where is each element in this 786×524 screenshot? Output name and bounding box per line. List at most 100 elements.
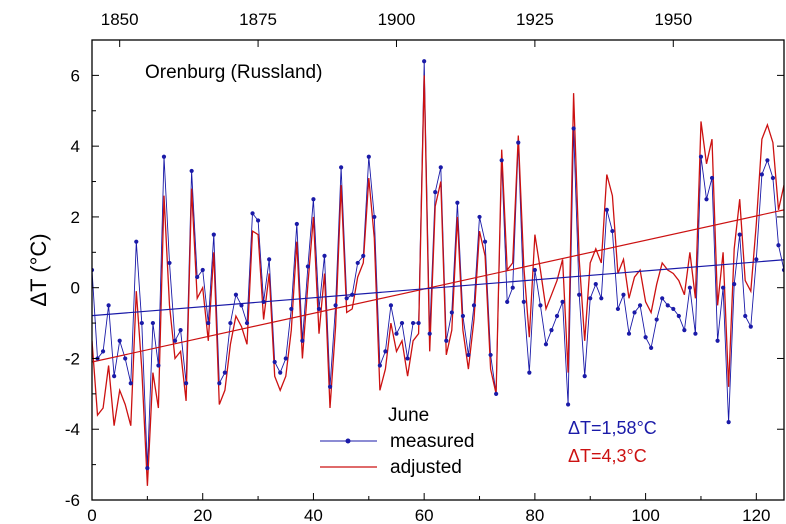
data-point-measured	[532, 267, 537, 273]
data-point-measured	[615, 306, 621, 312]
data-point-measured	[261, 299, 266, 304]
data-point-measured	[361, 253, 366, 258]
data-point-measured	[350, 292, 355, 297]
data-point-measured	[588, 296, 593, 301]
data-point-measured	[693, 331, 698, 336]
data-point-measured	[156, 363, 161, 368]
data-point-measured	[134, 239, 139, 244]
data-point-measured	[477, 214, 482, 220]
annotation-adjusted-trend: ΔT=4,3°C	[568, 446, 647, 466]
data-point-measured	[654, 317, 659, 322]
data-point-measured	[765, 158, 770, 163]
data-point-measured	[743, 313, 748, 319]
data-point-measured	[161, 154, 167, 159]
data-point-measured	[123, 356, 128, 361]
y-axis-label: ΔT (°C)	[26, 233, 51, 306]
data-point-measured	[167, 260, 172, 266]
trend-line-adjusted	[92, 209, 784, 363]
legend-title: June	[388, 405, 429, 426]
x-tick-label: 100	[631, 506, 659, 524]
data-point-measured	[244, 320, 250, 326]
data-point-measured	[433, 190, 438, 195]
data-point-measured	[593, 282, 598, 287]
legend-label-adjusted: adjusted	[390, 457, 462, 478]
data-point-measured	[405, 356, 410, 361]
data-point-measured	[482, 239, 488, 244]
data-point-measured	[748, 324, 753, 329]
data-point-measured	[554, 313, 560, 319]
data-point-measured	[754, 257, 759, 262]
top-tick-label: 1950	[654, 10, 692, 29]
data-point-measured	[682, 328, 687, 333]
data-point-measured	[339, 165, 344, 170]
data-point-measured	[410, 320, 416, 326]
data-point-measured	[660, 296, 665, 301]
data-point-measured	[206, 320, 211, 326]
top-tick-label: 1850	[101, 10, 139, 29]
text-layer: 020406080100120185018751900192519501975-…	[26, 10, 771, 524]
data-point-measured	[184, 381, 189, 386]
data-point-measured	[322, 253, 327, 258]
data-point-measured	[715, 338, 720, 343]
annotation-measured-trend: ΔT=1,58°C	[568, 418, 657, 438]
y-tick-label: -2	[65, 349, 80, 368]
data-point-measured	[499, 158, 504, 163]
data-point-measured	[637, 303, 643, 308]
y-tick-label: 4	[71, 137, 80, 156]
data-point-measured	[112, 374, 117, 379]
top-tick-label: 1925	[516, 10, 554, 29]
data-point-measured	[422, 59, 427, 64]
data-point-measured	[195, 274, 200, 280]
plot-frame	[91, 39, 785, 501]
x-tick-label: 20	[193, 506, 212, 524]
series-layer	[92, 59, 784, 486]
data-point-measured	[211, 232, 216, 237]
data-point-measured	[571, 126, 576, 131]
data-point-measured	[267, 257, 272, 262]
y-tick-label: 0	[71, 279, 80, 298]
x-tick-label: 0	[87, 506, 96, 524]
legend: June measured adjusted	[320, 405, 475, 478]
data-point-measured	[770, 175, 776, 181]
data-point-measured	[737, 232, 742, 237]
data-point-measured	[698, 154, 704, 159]
y-tick-label: -6	[65, 491, 80, 510]
data-point-measured	[372, 214, 377, 220]
data-point-measured	[521, 299, 526, 304]
y-tick-label: 2	[71, 208, 80, 227]
data-point-measured	[106, 303, 111, 308]
data-point-measured	[438, 165, 443, 170]
data-point-measured	[344, 296, 349, 301]
data-point-measured	[560, 299, 565, 304]
data-point-measured	[383, 349, 388, 354]
data-point-measured	[444, 338, 449, 343]
data-point-measured	[643, 335, 648, 340]
data-point-measured	[577, 292, 582, 297]
data-point-measured	[300, 338, 305, 343]
x-tick-label: 60	[415, 506, 434, 524]
data-point-measured	[278, 370, 283, 375]
series-line-adjusted	[92, 75, 784, 486]
data-point-measured	[100, 349, 106, 354]
data-point-measured	[604, 207, 609, 212]
plot-area	[92, 59, 784, 486]
data-point-measured	[239, 303, 244, 308]
data-point-measured	[178, 328, 183, 333]
data-point-measured	[455, 200, 460, 205]
data-point-measured	[294, 221, 299, 227]
data-point-measured	[233, 292, 239, 297]
data-point-measured	[377, 363, 382, 368]
top-tick-label: 1900	[378, 10, 416, 29]
axes-layer	[91, 39, 785, 501]
data-point-measured	[676, 313, 681, 319]
data-point-measured	[399, 320, 405, 326]
data-point-measured	[394, 331, 399, 336]
data-point-measured	[466, 352, 471, 358]
data-point-measured	[759, 172, 764, 177]
data-point-measured	[272, 359, 277, 365]
data-point-measured	[311, 197, 316, 202]
data-point-measured	[665, 303, 670, 308]
y-tick-label: 6	[71, 66, 80, 85]
data-point-measured	[538, 303, 543, 308]
data-point-measured	[649, 345, 654, 350]
